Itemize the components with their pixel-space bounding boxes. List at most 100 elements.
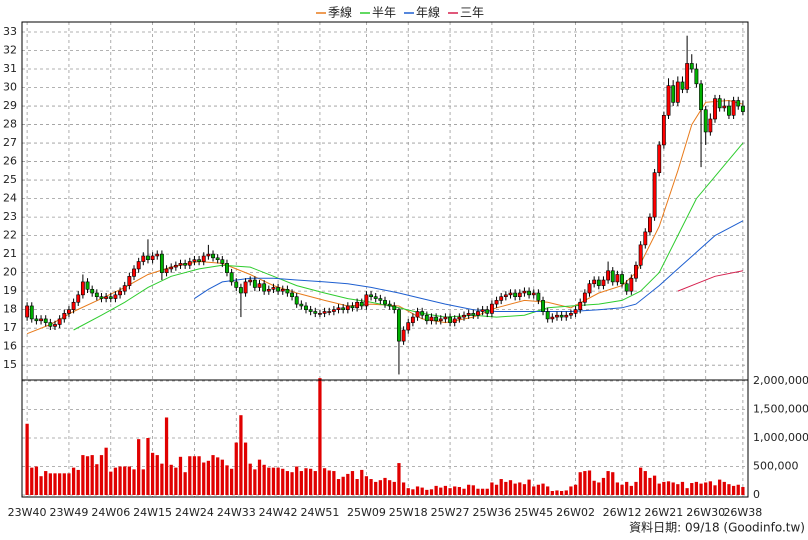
- y-tick-label: 32: [3, 44, 17, 57]
- volume-bar: [99, 455, 104, 495]
- y-tick-label: 31: [3, 62, 17, 75]
- x-tick-label: 26W02: [556, 506, 595, 519]
- candle-body: [462, 314, 466, 318]
- candle-body: [178, 263, 183, 266]
- y-tick-label: 19: [3, 284, 17, 297]
- candle-body: [294, 296, 299, 305]
- volume-bar: [527, 479, 531, 495]
- volume-bar: [597, 482, 601, 495]
- candle-body: [345, 305, 350, 310]
- y-tick-label: 30: [3, 81, 17, 94]
- candle-body: [132, 268, 136, 277]
- candle-body: [624, 283, 629, 292]
- volume-bar: [448, 488, 452, 495]
- volume-bar: [397, 463, 401, 495]
- candle-body: [164, 268, 169, 273]
- volume-bar: [239, 415, 243, 495]
- candle-body: [215, 257, 220, 260]
- candle-body: [392, 305, 397, 310]
- candle-body: [638, 244, 643, 266]
- volume-bar: [666, 481, 671, 495]
- y-tick-label: 27: [3, 136, 17, 149]
- volume-bar: [629, 485, 633, 495]
- x-tick-label: 26W21: [644, 506, 683, 519]
- volume-bar: [680, 481, 685, 495]
- candle-body: [410, 316, 415, 323]
- volume-bar: [425, 489, 429, 495]
- volume-bar: [494, 484, 499, 495]
- volume-bar: [53, 473, 57, 495]
- volume-bar: [378, 480, 382, 495]
- volume-bar: [508, 480, 513, 495]
- volume-bar: [704, 482, 708, 495]
- y-tick-label: 29: [3, 99, 17, 112]
- volume-bar: [290, 472, 294, 495]
- volume-bar: [550, 491, 554, 495]
- candle-body: [666, 85, 671, 116]
- volume-bar: [285, 471, 290, 495]
- candle-body: [620, 274, 624, 285]
- candle-body: [536, 292, 541, 301]
- footer: 資料日期: 09/18 (Goodinfo.tw): [629, 521, 805, 535]
- volume-bar: [671, 482, 675, 495]
- candle-body: [146, 255, 150, 260]
- volume-bar: [364, 476, 369, 495]
- volume-bar: [336, 479, 341, 495]
- candle-body: [350, 305, 355, 309]
- x-tick-label: 24W33: [217, 506, 256, 519]
- legend-label: 年線: [416, 5, 440, 20]
- candle-body: [136, 261, 141, 270]
- candle-body: [359, 301, 364, 307]
- candle-body: [71, 301, 76, 310]
- candle-body: [634, 264, 638, 279]
- candle-body: [601, 279, 606, 286]
- y-tick-label: 23: [3, 210, 17, 223]
- x-tick-label: 24W06: [91, 506, 130, 519]
- volume-bar: [685, 488, 689, 495]
- volume-bar: [434, 485, 438, 495]
- volume-bar: [206, 460, 211, 495]
- volume-bar: [564, 490, 568, 495]
- candle-body: [564, 314, 569, 318]
- candle-body: [406, 322, 411, 331]
- candle-body: [127, 276, 132, 286]
- candle-body: [494, 300, 499, 305]
- volume-bar: [295, 466, 299, 495]
- candle-body: [225, 263, 229, 273]
- legend-label: 季線: [328, 5, 352, 20]
- candle-body: [508, 292, 513, 296]
- candle-body: [517, 292, 522, 298]
- candle-body: [568, 313, 573, 316]
- candle-body: [448, 316, 452, 323]
- candle-body: [480, 309, 485, 312]
- volume-bar: [690, 483, 694, 495]
- candle-body: [122, 285, 127, 292]
- candle-body: [424, 314, 429, 322]
- candle-body: [43, 318, 48, 323]
- volume-bar: [467, 484, 471, 495]
- volume-bar: [113, 467, 118, 495]
- volume-bar: [62, 473, 66, 495]
- candle-body: [220, 259, 225, 264]
- candle-body: [257, 283, 262, 288]
- volume-bar: [722, 481, 726, 495]
- volume-bar: [313, 471, 317, 495]
- volume-bar: [322, 468, 327, 495]
- candle-body: [434, 316, 439, 322]
- candle-body: [420, 311, 425, 316]
- volume-bar: [485, 488, 489, 495]
- volume-bar: [141, 469, 145, 495]
- volume-bar: [243, 442, 248, 495]
- candle-body: [341, 307, 346, 310]
- volume-bar: [578, 472, 582, 495]
- volume-bar: [160, 463, 164, 495]
- candle-body: [578, 301, 583, 310]
- volume-bar: [58, 473, 62, 495]
- volume-bar: [299, 471, 303, 495]
- candle-body: [197, 259, 202, 262]
- candle-body: [708, 118, 713, 133]
- volume-bar: [71, 467, 76, 495]
- y-tick-label: 22: [3, 229, 17, 242]
- volume-bar: [174, 467, 178, 495]
- volume-bar: [267, 467, 271, 495]
